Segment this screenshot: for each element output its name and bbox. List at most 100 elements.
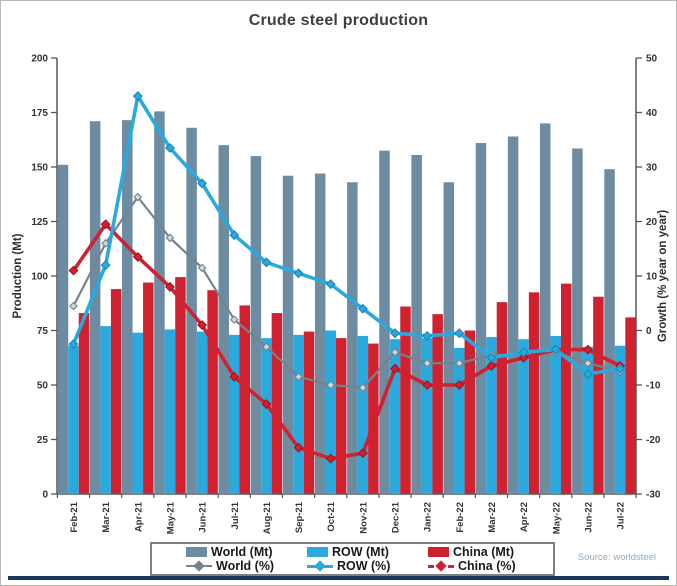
row-line-marker [357, 303, 368, 314]
china-bar [239, 305, 250, 494]
right-axis-tick-label: -30 [646, 490, 661, 501]
row-bar [325, 330, 336, 494]
chart-legend: World (Mt) ROW (Mt) China (Mt) World (%)… [150, 542, 555, 576]
row-line-marker [100, 260, 111, 271]
world-line-marker [583, 358, 593, 368]
left-axis-tick-label: 0 [42, 490, 48, 501]
x-axis-category-label: Jan-22 [423, 502, 434, 532]
right-axis-tick-label: 50 [646, 54, 658, 65]
row-line-marker [422, 330, 433, 341]
world-bar [57, 164, 69, 494]
swatch-diamond [314, 560, 326, 572]
x-axis-category-label: Aug-21 [262, 501, 273, 534]
x-axis-category-label: May-22 [551, 502, 562, 534]
row-bar [164, 329, 176, 494]
world-bar [250, 156, 262, 494]
world-bar [379, 150, 390, 494]
china-line-marker [390, 363, 400, 374]
china-bar [625, 317, 636, 494]
china-line-marker [518, 352, 529, 363]
china-bar [561, 283, 572, 494]
row-line-marker [390, 328, 400, 339]
china-line-marker [486, 360, 497, 371]
legend-item-china-mt: China (Mt) [428, 546, 549, 559]
china-bar [303, 331, 315, 494]
x-axis-category-label: Apr-21 [133, 501, 144, 532]
left-axis-tick-label: 100 [31, 272, 48, 283]
china-bar [368, 343, 379, 494]
world-line-marker [197, 263, 207, 273]
china-bar [335, 338, 347, 494]
world-bar [443, 182, 455, 494]
china-line-marker [197, 320, 208, 331]
x-axis-category-label: Dec-21 [391, 501, 402, 533]
world-bar [507, 136, 519, 495]
row-bar [518, 339, 529, 494]
row-bar [550, 335, 561, 494]
world-line-swatch-icon [186, 560, 212, 572]
china-bar [464, 330, 476, 494]
left-axis-tick-label: 50 [37, 381, 49, 392]
left-axis-tick-label: 75 [37, 326, 49, 337]
world-line-marker [229, 315, 239, 324]
row-line-marker [550, 344, 561, 355]
row-line [71, 94, 622, 376]
right-axis-tick-label: 30 [646, 163, 658, 174]
world-line-marker [101, 238, 111, 248]
row-line-marker [582, 369, 593, 380]
left-axis-tick-label: 200 [31, 54, 48, 65]
world-bar [122, 120, 133, 494]
world-line-marker [294, 372, 303, 382]
right-axis-tick-label: 10 [646, 272, 658, 283]
world-bar [604, 169, 615, 494]
legend-item-world-mt: World (Mt) [186, 546, 307, 559]
right-axis-title: Growth (% year on year) [657, 210, 669, 342]
legend-label: ROW (Mt) [332, 544, 389, 559]
row-line-marker [615, 363, 626, 374]
china-line [71, 222, 622, 461]
china-bar [528, 292, 540, 494]
row-bar [454, 347, 465, 494]
left-axis-tick-label: 150 [31, 163, 48, 174]
x-axis-category-label: Oct-21 [326, 501, 337, 531]
swatch-diamond [435, 560, 447, 572]
row-bar [421, 338, 433, 494]
world-line-marker [422, 358, 432, 368]
world-bar [572, 148, 583, 494]
world-bar [89, 121, 101, 494]
left-axis-tick-label: 125 [31, 217, 48, 228]
china-bar [432, 314, 443, 494]
china-line-swatch-icon [428, 560, 454, 572]
world-line-marker [358, 383, 368, 393]
row-line-marker [68, 339, 79, 350]
china-line-marker [164, 281, 175, 292]
row-bar [614, 345, 626, 494]
world-bar [411, 155, 422, 494]
row-bar-swatch-icon [307, 547, 328, 557]
world-bar [540, 123, 551, 495]
china-bar [593, 296, 604, 494]
x-axis-category-label: Jul-21 [230, 501, 241, 529]
world-line-marker [390, 347, 400, 357]
world-bar [347, 182, 358, 494]
row-line-marker [229, 230, 240, 241]
x-axis-category-label: Jun-21 [198, 501, 209, 532]
right-axis-tick-label: -20 [646, 435, 661, 446]
world-line-marker [133, 192, 143, 202]
china-bar [496, 302, 508, 494]
row-bar [68, 345, 79, 494]
x-axis-category-label: Feb-22 [455, 502, 466, 533]
world-bar [154, 111, 165, 494]
left-axis-tick-label: 25 [37, 435, 49, 446]
china-line-marker [132, 251, 143, 262]
left-axis-title: Production (Mt) [12, 233, 24, 318]
x-axis-category-label: Jun-22 [583, 502, 594, 533]
china-line-marker [357, 448, 368, 459]
row-bar [229, 334, 240, 494]
legend-label: China (%) [458, 558, 516, 573]
world-bar [218, 145, 229, 494]
china-bar [175, 277, 186, 494]
world-bar-swatch-icon [186, 547, 207, 557]
row-line-marker [325, 279, 336, 290]
